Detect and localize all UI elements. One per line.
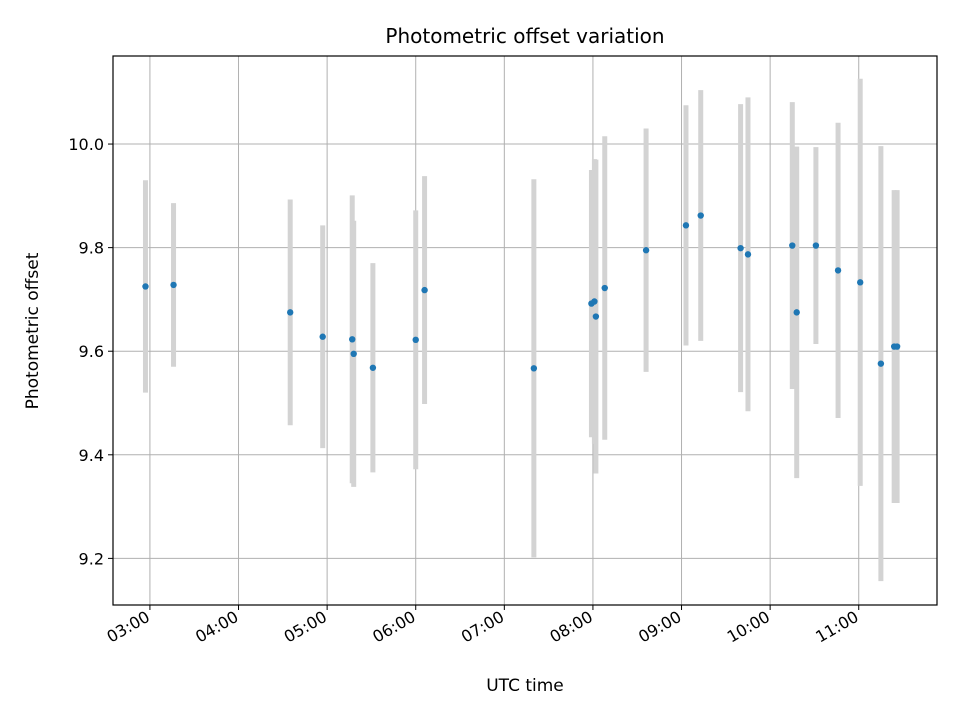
data-point xyxy=(682,222,690,229)
data-point xyxy=(349,336,356,343)
data-point xyxy=(642,247,650,254)
y-tick-label: 9.4 xyxy=(79,446,104,465)
data-point xyxy=(893,343,901,350)
x-axis-label: UTC time xyxy=(486,676,564,696)
data-point xyxy=(744,251,752,258)
plot-area xyxy=(113,56,937,605)
data-point xyxy=(877,360,885,367)
data-point xyxy=(421,286,428,294)
y-tick-label: 10.0 xyxy=(68,135,104,154)
data-point xyxy=(369,364,377,371)
data-point xyxy=(350,350,357,358)
chart-title: Photometric offset variation xyxy=(385,24,664,48)
data-point xyxy=(319,333,326,340)
data-point xyxy=(697,212,704,219)
data-point xyxy=(591,298,598,305)
data-point xyxy=(592,313,600,320)
data-point xyxy=(834,267,842,274)
data-point xyxy=(287,309,294,316)
data-point xyxy=(601,284,608,292)
plot-frame xyxy=(112,55,938,606)
data-point xyxy=(530,365,538,372)
y-axis: 9.2 9.4 9.6 9.8 10.0 xyxy=(68,135,113,568)
data-point xyxy=(412,336,419,344)
data-points xyxy=(142,212,901,372)
data-point xyxy=(812,242,820,249)
y-tick-label: 9.8 xyxy=(79,239,104,258)
y-tick-label: 9.2 xyxy=(79,549,104,568)
data-point xyxy=(789,242,796,249)
data-point xyxy=(142,283,149,290)
data-point xyxy=(793,309,800,316)
y-axis-label: Photometric offset xyxy=(23,252,43,409)
data-point xyxy=(737,244,744,252)
data-point xyxy=(170,281,177,289)
y-tick-label: 9.6 xyxy=(79,342,104,361)
data-point xyxy=(857,279,864,286)
